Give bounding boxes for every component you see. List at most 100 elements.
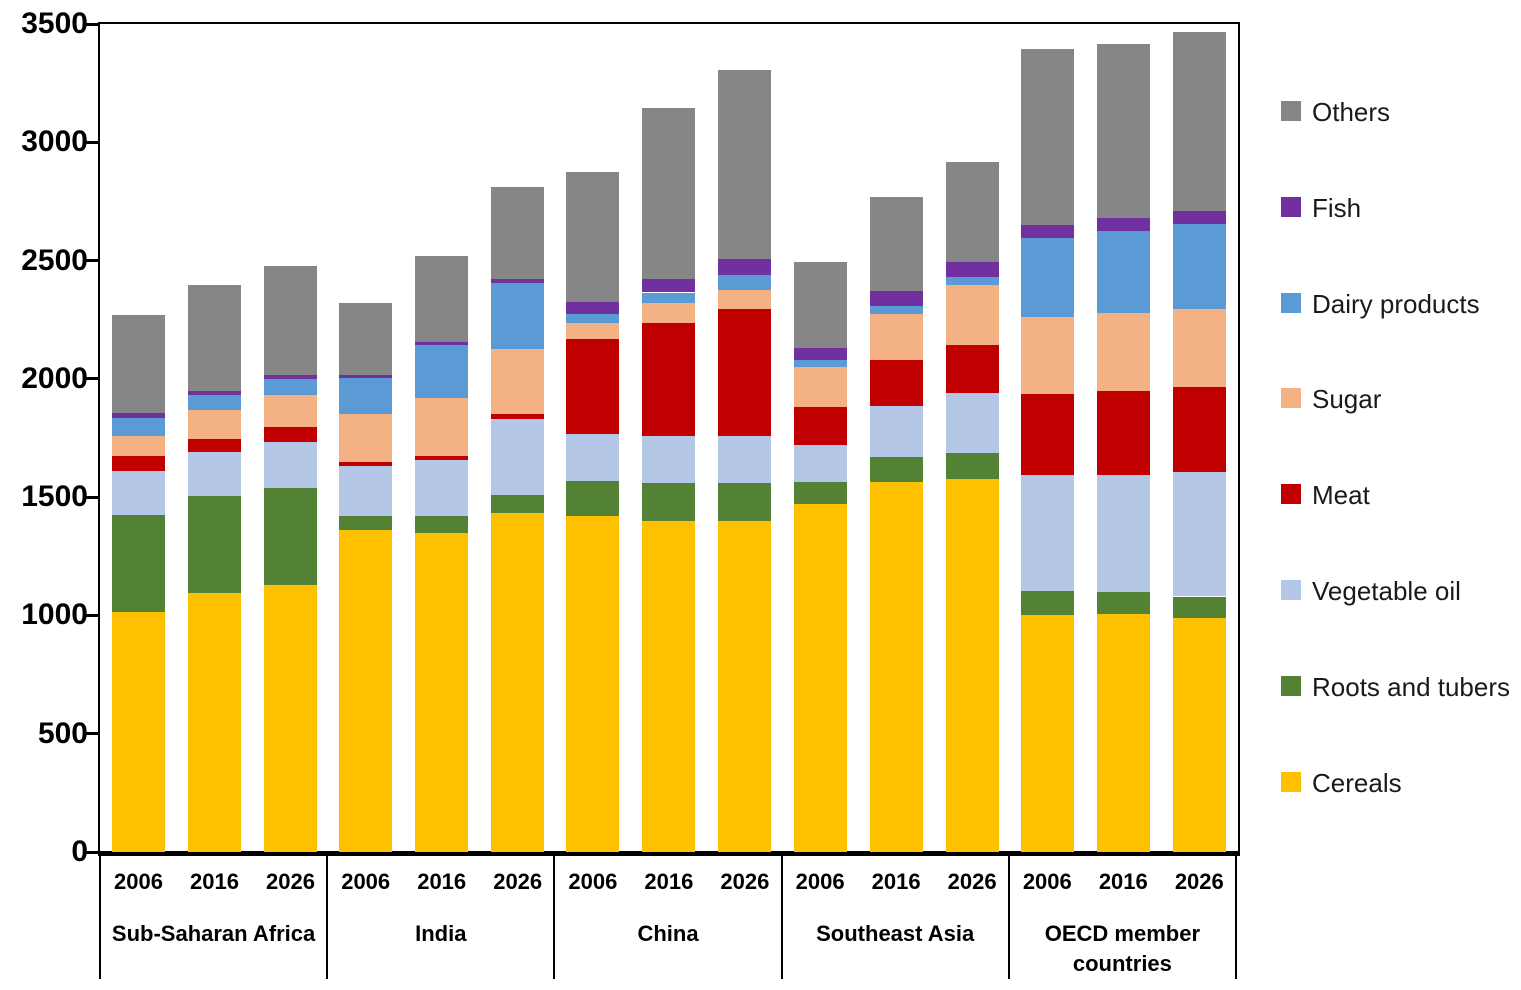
y-axis-tick-label: 2500 — [21, 243, 88, 277]
bar-segment-vegetable-oil — [188, 452, 241, 496]
group-separator — [1007, 853, 1010, 979]
y-axis-tick-label: 2000 — [21, 361, 88, 395]
bar-segment-others — [491, 187, 545, 280]
year-label: 2006 — [1022, 869, 1072, 894]
legend-swatch-others — [1281, 101, 1301, 121]
bar-segment-sugar — [1020, 317, 1074, 395]
bar-segment-fish — [793, 348, 847, 360]
bar-segment-dairy-products — [945, 277, 999, 286]
bar-segment-others — [793, 261, 847, 349]
bar-segment-fish — [339, 375, 393, 378]
bar-segment-roots-and-tubers — [566, 480, 620, 517]
bar-segment-fish — [642, 279, 696, 293]
bar-segment-meat — [188, 439, 241, 453]
bar-segment-cereals — [339, 530, 393, 852]
bar-segment-vegetable-oil — [945, 393, 999, 454]
year-label: 2026 — [266, 869, 315, 894]
y-axis-tick-label: 1000 — [21, 598, 88, 632]
bar-segment-cereals — [264, 584, 317, 852]
bar-segment-meat — [869, 359, 923, 407]
year-label: 2016 — [644, 869, 694, 894]
bar-segment-others — [1020, 48, 1074, 226]
bar-segment-others — [869, 196, 923, 292]
bar-segment-fish — [945, 261, 999, 278]
bar-segment-roots-and-tubers — [491, 494, 545, 513]
bar-segment-fish — [869, 291, 923, 306]
bar-segment-others — [642, 107, 696, 280]
bar-segment-dairy-products — [566, 313, 620, 324]
bar-segment-sugar — [642, 303, 696, 324]
bar-segment-fish — [188, 390, 241, 396]
bar-segment-dairy-products — [642, 292, 696, 304]
bar-segment-vegetable-oil — [718, 435, 772, 483]
legend-label: Sugar — [1312, 384, 1382, 415]
group-label: OECD member countries — [1044, 921, 1201, 976]
year-label: 2016 — [417, 869, 467, 894]
group-label: Southeast Asia — [816, 921, 975, 946]
group-separator — [99, 853, 101, 979]
bar-segment-meat — [718, 309, 772, 436]
year-label: 2026 — [947, 869, 997, 894]
legend-swatch-vegetable-oil — [1281, 580, 1301, 600]
bar-segment-meat — [1096, 390, 1150, 475]
bar-segment-dairy-products — [188, 395, 241, 410]
bar-segment-others — [718, 70, 772, 260]
bar-segment-cereals — [112, 611, 165, 852]
bar-segment-fish — [718, 259, 772, 275]
bar-segment-sugar — [339, 414, 393, 462]
y-axis-tick — [85, 22, 98, 26]
group-separator — [326, 853, 329, 979]
bar-segment-others — [945, 162, 999, 262]
bar-segment-roots-and-tubers — [718, 482, 772, 521]
bar-segment-vegetable-oil — [1172, 472, 1226, 597]
bar-segment-sugar — [112, 435, 165, 456]
bar-segment-cereals — [1096, 614, 1150, 852]
bar-segment-roots-and-tubers — [264, 487, 317, 585]
year-label: 2006 — [114, 869, 163, 894]
bar-segment-dairy-products — [793, 359, 847, 368]
bar-segment-vegetable-oil — [339, 466, 393, 517]
y-axis-tick-label: 3000 — [21, 125, 88, 159]
bar-segment-meat — [945, 344, 999, 394]
group-separator — [780, 853, 783, 979]
legend-label: Cereals — [1312, 767, 1402, 798]
bar-segment-sugar — [188, 409, 241, 440]
bar-segment-dairy-products — [339, 377, 393, 415]
bar-segment-vegetable-oil — [793, 445, 847, 482]
bar-segment-others — [188, 285, 241, 391]
legend-swatch-meat — [1281, 484, 1301, 505]
bar-segment-cereals — [869, 481, 923, 852]
legend-label: Others — [1312, 97, 1391, 127]
bar-segment-fish — [112, 413, 165, 418]
bar-segment-fish — [566, 301, 620, 314]
y-axis-tick — [85, 495, 98, 499]
plot-area-border — [98, 22, 1240, 856]
bar-segment-meat — [264, 427, 317, 442]
legend-item-fish: Fish — [1281, 193, 1511, 223]
y-axis-tick — [85, 259, 98, 263]
group-separator — [1235, 853, 1237, 979]
year-label: 2006 — [568, 869, 618, 894]
bar-segment-others — [339, 303, 393, 376]
bar-segment-cereals — [642, 520, 696, 852]
year-label: 2026 — [720, 869, 770, 894]
legend-item-dairy-products: Dairy products — [1281, 289, 1511, 319]
bar-segment-vegetable-oil — [1096, 474, 1150, 592]
legend-item-vegetable-oil: Vegetable oil — [1281, 576, 1511, 606]
bar-segment-cereals — [566, 516, 620, 852]
bar-segment-meat — [566, 338, 620, 435]
bar-segment-roots-and-tubers — [945, 453, 999, 480]
bar-segment-vegetable-oil — [566, 434, 620, 481]
legend-label: Vegetable oil — [1312, 576, 1461, 606]
bar-segment-others — [415, 255, 469, 343]
bar-segment-sugar — [566, 323, 620, 339]
bar-segment-cereals — [1172, 617, 1226, 852]
bar-segment-vegetable-oil — [491, 419, 545, 495]
bar-segment-cereals — [188, 592, 241, 852]
bar-segment-others — [566, 171, 620, 302]
year-label: 2026 — [1174, 869, 1224, 894]
y-axis-tick — [85, 377, 98, 381]
bar-segment-cereals — [793, 504, 847, 852]
group-label: Sub-Saharan Africa — [111, 921, 316, 946]
legend-item-cereals: Cereals — [1281, 768, 1511, 798]
